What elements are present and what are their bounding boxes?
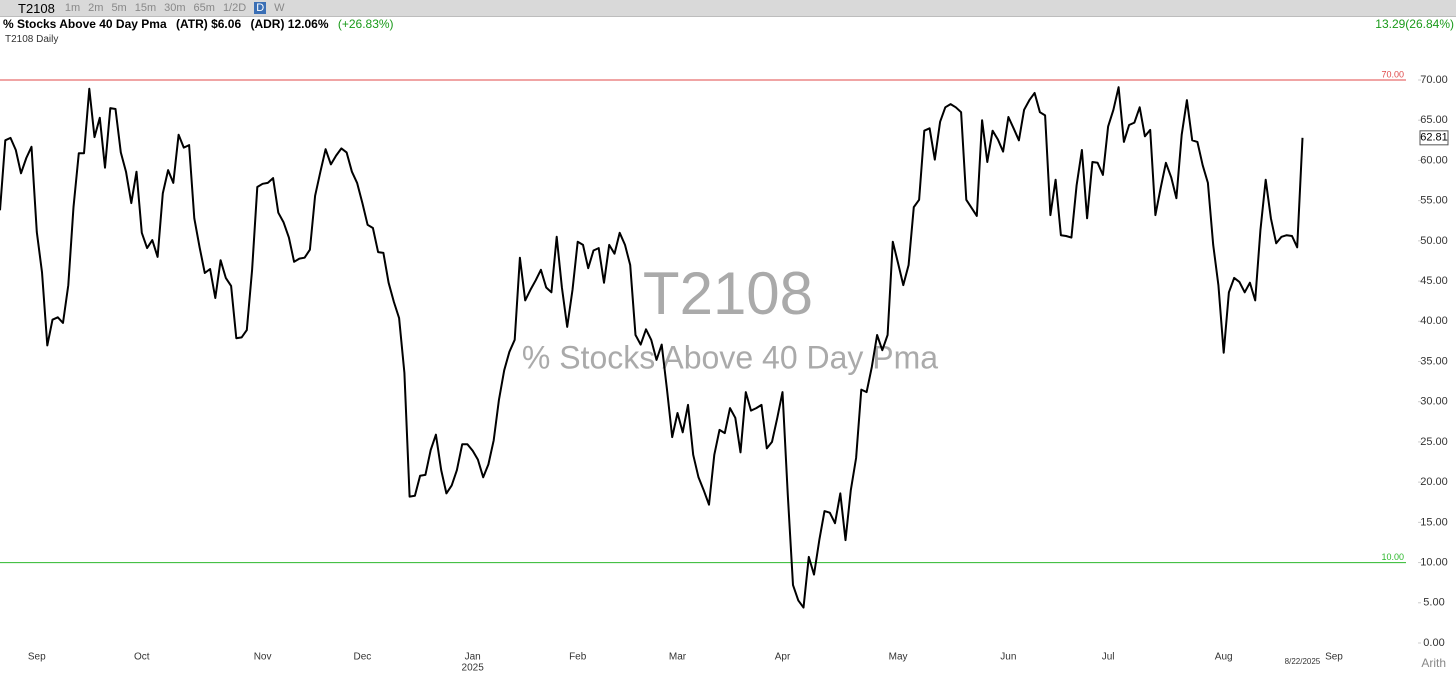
x-tick-label: Apr bbox=[775, 652, 791, 663]
timeframes: 1m 2m 5m 15m 30m 65m 1/2D D W bbox=[61, 2, 289, 14]
y-tick-label: 30.00 bbox=[1420, 396, 1448, 408]
x-tick-label: Aug bbox=[1215, 652, 1233, 663]
year-label: 2025 bbox=[462, 663, 485, 674]
scale-mode[interactable]: Arith bbox=[1421, 656, 1446, 670]
x-tick-label: May bbox=[889, 652, 908, 663]
timeframe-button[interactable]: 30m bbox=[164, 2, 186, 14]
x-tick-label: Jun bbox=[1000, 652, 1016, 663]
symbol[interactable]: T2108 bbox=[18, 0, 55, 16]
timeframe-button[interactable]: 1/2D bbox=[222, 2, 247, 14]
x-tick-label: Mar bbox=[669, 652, 687, 663]
watermark-subtitle: % Stocks Above 40 Day Pma bbox=[522, 339, 938, 375]
y-tick-label: 50.00 bbox=[1420, 235, 1448, 247]
x-tick-label: Nov bbox=[254, 652, 272, 663]
timeframe-button[interactable]: 65m bbox=[193, 2, 215, 14]
y-tick-label: 10.00 bbox=[1420, 556, 1448, 568]
change: (+26.83%) bbox=[337, 17, 394, 31]
last-date: 8/22/2025 bbox=[1285, 657, 1321, 666]
last-value-box bbox=[1419, 130, 1449, 146]
x-tick-label: Feb bbox=[569, 652, 587, 663]
timeframe-button[interactable]: D bbox=[254, 2, 267, 14]
y-tick-label: 70.00 bbox=[1420, 74, 1448, 86]
x-tick-label: Dec bbox=[353, 652, 371, 663]
y-tick-label: 20.00 bbox=[1420, 476, 1448, 488]
symbol-name: % Stocks Above 40 Day Pma bbox=[3, 17, 167, 31]
timeframe-button[interactable]: 2m bbox=[88, 2, 104, 14]
timeframe-button[interactable]: 5m bbox=[111, 2, 127, 14]
y-tick-label: 60.00 bbox=[1420, 154, 1448, 166]
y-tick-label: 25.00 bbox=[1420, 436, 1448, 448]
watermark-title: T2108 bbox=[643, 260, 813, 327]
timeframe-button[interactable]: 15m bbox=[134, 2, 157, 14]
toolbar: T2108 1m 2m 5m 15m 30m 65m 1/2D D W bbox=[0, 0, 1456, 17]
x-tick-label: Jan bbox=[465, 652, 481, 663]
x-tick-label: Sep bbox=[1325, 652, 1343, 663]
last-value-label: 62.81 bbox=[1420, 132, 1448, 144]
y-tick-label: 65.00 bbox=[1420, 114, 1448, 126]
y-tick-label: 40.00 bbox=[1420, 315, 1448, 327]
x-tick-label: Jul bbox=[1102, 652, 1115, 663]
data-line bbox=[0, 86, 1304, 609]
chart-label[interactable]: T2108 Daily bbox=[5, 34, 59, 45]
adr: (ADR) 12.06% bbox=[250, 17, 329, 31]
right-change: 13.29(26.84%) bbox=[1375, 17, 1454, 31]
y-tick-label: 15.00 bbox=[1420, 516, 1448, 528]
y-tick-label: 35.00 bbox=[1420, 355, 1448, 367]
y-tick-label: 55.00 bbox=[1420, 195, 1448, 207]
x-tick-label: Oct bbox=[134, 652, 150, 663]
timeframe-button[interactable]: 1m bbox=[64, 2, 81, 14]
y-tick-label: 45.00 bbox=[1420, 275, 1448, 287]
reference-label: 10.00 bbox=[1381, 552, 1404, 562]
timeframe-button[interactable]: W bbox=[274, 2, 285, 14]
x-tick-label: Sep bbox=[28, 652, 46, 663]
info-line: % Stocks Above 40 Day Pma (ATR) $6.06 (A… bbox=[3, 17, 400, 31]
atr: (ATR) $6.06 bbox=[175, 17, 242, 31]
y-tick-label: 5.00 bbox=[1423, 597, 1444, 609]
y-tick-label: 0.00 bbox=[1423, 637, 1444, 649]
reference-label: 70.00 bbox=[1381, 69, 1404, 79]
